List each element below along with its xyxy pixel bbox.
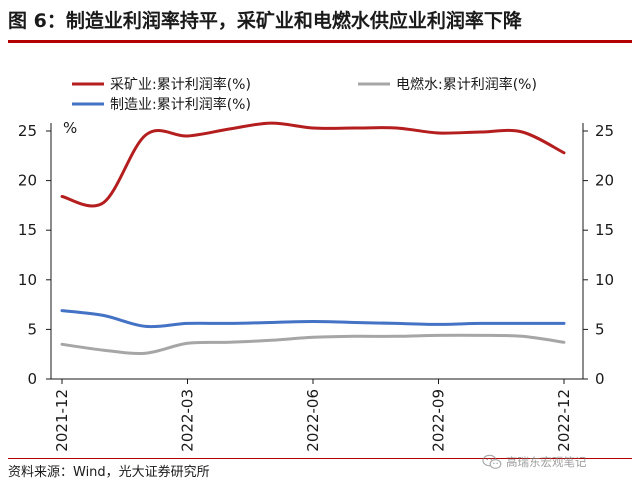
wechat-icon bbox=[482, 454, 502, 469]
watermark: 高瑞东宏观笔记 bbox=[482, 452, 634, 472]
y-left-tick-label: 5 bbox=[27, 320, 37, 338]
y-left-tick-label: 15 bbox=[18, 221, 37, 239]
x-tick-label: 2022-03 bbox=[179, 389, 197, 452]
watermark-text: 高瑞东宏观笔记 bbox=[506, 455, 587, 469]
utilities-profit-margin-line bbox=[60, 333, 566, 355]
footer-divider bbox=[8, 458, 632, 459]
x-tick-label: 2022-06 bbox=[304, 389, 322, 452]
y-left-tick-label: 20 bbox=[18, 172, 37, 190]
y-left-tick-label: 25 bbox=[18, 122, 37, 140]
y-right-tick-label: 20 bbox=[595, 172, 614, 190]
chart-series bbox=[60, 121, 566, 355]
mining-profit-margin-line bbox=[60, 121, 566, 208]
figure-title: 图 6：制造业利润率持平，采矿业和电燃水供应业利润率下降 bbox=[8, 10, 522, 32]
y-right-tick-label: 10 bbox=[595, 271, 614, 289]
y-left-tick-label: 0 bbox=[27, 370, 37, 388]
y-right-tick-label: 15 bbox=[595, 221, 614, 239]
chart-axes: 0 5 10 15 20 25 0 5 10 15 20 25% 2021-12 2022-03 2022-… bbox=[18, 119, 614, 452]
manufacturing-profit-margin-line bbox=[60, 309, 566, 329]
chart-legend: 采矿业:累计利润率(%) 电燃水:累计利润率(%) 制造业:累计利润率(%) bbox=[72, 76, 537, 113]
legend-manufacturing-label: 制造业:累计利润率(%) bbox=[110, 96, 251, 113]
y-unit-label: % bbox=[63, 119, 77, 137]
x-tick-label: 2022-12 bbox=[555, 389, 573, 452]
source-note: 资料来源：Wind，光大证券研究所 bbox=[8, 465, 210, 480]
y-right-tick-label: 5 bbox=[595, 320, 605, 338]
line-chart: 采矿业:累计利润率(%) 电燃水:累计利润率(%) 制造业:累计利润率(%) 0 5 1… bbox=[18, 76, 614, 452]
legend-mining-label: 采矿业:累计利润率(%) bbox=[110, 76, 251, 93]
title-divider bbox=[8, 40, 632, 43]
legend-utilities-label: 电燃水:累计利润率(%) bbox=[396, 76, 537, 93]
x-tick-label: 2022-09 bbox=[430, 389, 448, 452]
y-right-tick-label: 0 bbox=[595, 370, 605, 388]
y-left-tick-label: 10 bbox=[18, 271, 37, 289]
y-right-tick-label: 25 bbox=[595, 122, 614, 140]
x-tick-label: 2021-12 bbox=[53, 389, 71, 452]
